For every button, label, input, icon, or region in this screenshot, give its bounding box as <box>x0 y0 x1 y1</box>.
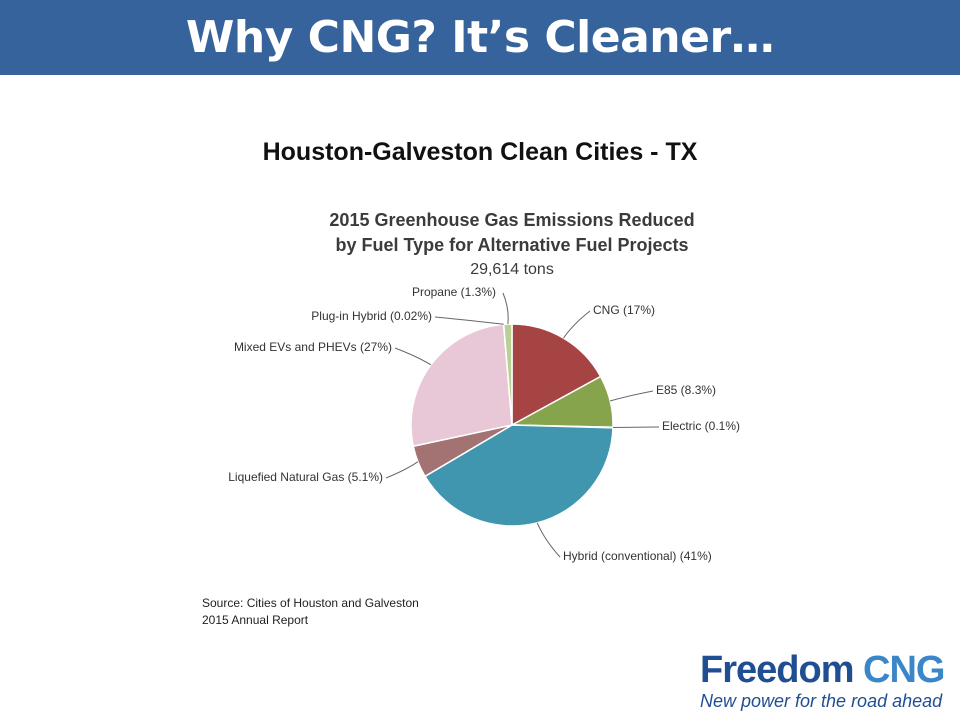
source-note: Source: Cities of Houston and Galveston … <box>202 595 419 629</box>
slice-label: Propane (1.3%) <box>412 285 496 299</box>
logo-name-cng: CNG <box>863 649 945 691</box>
slice-label: Liquefied Natural Gas (5.1%) <box>228 470 383 484</box>
chart-title-line: by Fuel Type for Alternative Fuel Projec… <box>335 235 688 255</box>
pie-labels: CNG (17%) E85 (8.3%) Electric (0.1%) Hybrid… <box>228 285 740 563</box>
chart-subtitle: Houston-Galveston Clean Cities - TX <box>262 138 698 166</box>
chart-total: 29,614 tons <box>470 261 554 278</box>
pie-slice <box>511 323 602 427</box>
slice-label: E85 (8.3%) <box>656 383 716 397</box>
leader-line <box>536 522 561 558</box>
leader-line <box>502 292 509 325</box>
slice-label: Plug-in Hybrid (0.02%) <box>311 309 432 323</box>
slice-label: Electric (0.1%) <box>662 419 740 433</box>
leader-line <box>385 461 419 479</box>
logo-name: Freedom CNG <box>700 650 950 690</box>
slice-label: CNG (17%) <box>593 303 655 317</box>
pie-slice <box>410 323 513 448</box>
source-line-1: Source: Cities of Houston and Galveston <box>202 596 419 610</box>
slice-label: Hybrid (conventional) (41%) <box>563 549 712 563</box>
leader-line <box>609 390 654 402</box>
leader-line <box>563 310 591 339</box>
logo-tagline: New power for the road ahead <box>700 691 943 711</box>
leader-line <box>612 426 660 428</box>
leader-line <box>394 347 432 366</box>
logo-name-freedom: Freedom <box>700 649 854 691</box>
leader-line <box>434 316 504 325</box>
title-banner: Why CNG? It’s Cleaner… <box>0 0 960 75</box>
pie-slices <box>410 323 614 527</box>
freedom-cng-logo: Freedom CNG New power for the road ahead <box>700 650 950 712</box>
chart-title-line: 2015 Greenhouse Gas Emissions Reduced <box>329 210 694 230</box>
slice-label: Mixed EVs and PHEVs (27%) <box>234 340 392 354</box>
slide-title: Why CNG? It’s Cleaner… <box>185 12 775 63</box>
chart-title-group: 2015 Greenhouse Gas Emissions Reduced by … <box>329 210 694 278</box>
source-line-2: 2015 Annual Report <box>202 613 309 627</box>
